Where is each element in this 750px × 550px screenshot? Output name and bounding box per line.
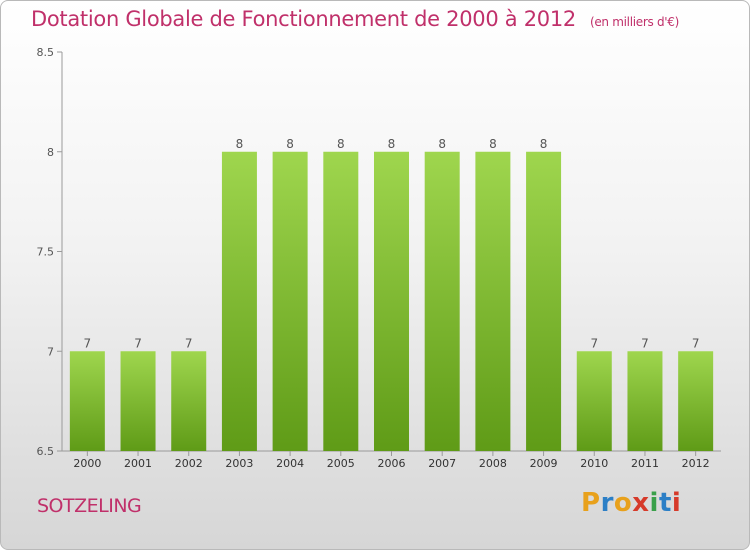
data-label: 8 (337, 137, 345, 151)
x-tick-label: 2007 (428, 457, 456, 470)
bar (69, 351, 105, 451)
bar (120, 351, 156, 451)
x-tick-label: 2008 (479, 457, 507, 470)
data-label: 8 (236, 137, 244, 151)
x-tick-label: 2010 (580, 457, 608, 470)
bar (475, 151, 511, 451)
x-tick-label: 2002 (175, 457, 203, 470)
bar (171, 351, 207, 451)
data-label: 8 (286, 137, 294, 151)
x-tick-label: 2004 (276, 457, 304, 470)
data-label: 8 (540, 137, 548, 151)
y-tick-label: 6.5 (37, 445, 55, 458)
x-tick-label: 2005 (327, 457, 355, 470)
proxiti-logo: Proxiti (581, 488, 681, 518)
bar (576, 351, 612, 451)
data-label: 7 (590, 336, 598, 350)
bar (374, 151, 409, 451)
x-tick-label: 2003 (225, 457, 253, 470)
bars (69, 151, 714, 451)
y-tick-label: 8 (47, 146, 54, 159)
chart-unit: (en milliers d'€) (589, 15, 679, 29)
logo-letter: i (671, 488, 682, 518)
x-tick-label: 2000 (73, 457, 101, 470)
logo-letter: t (658, 488, 672, 518)
bar (627, 351, 663, 451)
bar (526, 151, 562, 451)
y-tick-label: 8.5 (37, 46, 55, 59)
data-label: 8 (489, 137, 497, 151)
bar (221, 151, 257, 451)
data-labels: 7 7 7 8 8 8 8 8 8 8 7 7 7 (84, 137, 700, 351)
data-label: 7 (134, 336, 142, 350)
x-tick-label: 2006 (378, 457, 406, 470)
data-label: 7 (641, 336, 649, 350)
x-tick-label: 2011 (631, 457, 659, 470)
bar (678, 351, 714, 451)
x-tick-label: 2012 (682, 457, 710, 470)
x-tick-label: 2009 (530, 457, 558, 470)
logo-letter: r (600, 488, 614, 518)
bar (323, 151, 359, 451)
logo-letter: x (632, 488, 650, 518)
y-tick-label: 7 (47, 345, 54, 358)
bar (272, 151, 308, 451)
logo-letter: i (649, 488, 659, 518)
logo-letter: P (581, 488, 601, 518)
axes: 6.5 7 7.5 8 8.5 2000 2001 2002 2003 2004 2005 2006 2… (37, 46, 721, 470)
commune-name: SOTZELING (37, 495, 142, 517)
data-label: 8 (438, 137, 446, 151)
data-label: 7 (84, 336, 92, 350)
data-label: 7 (692, 336, 700, 350)
data-label: 7 (185, 336, 193, 350)
x-tick-label: 2001 (124, 457, 152, 470)
y-tick-label: 7.5 (37, 246, 55, 259)
chart-title-text: Dotation Globale de Fonctionnement de 20… (31, 7, 576, 31)
bar (424, 151, 460, 451)
logo-letter: o (613, 488, 633, 518)
data-label: 8 (388, 137, 396, 151)
chart-title: Dotation Globale de Fonctionnement de 20… (31, 7, 679, 31)
